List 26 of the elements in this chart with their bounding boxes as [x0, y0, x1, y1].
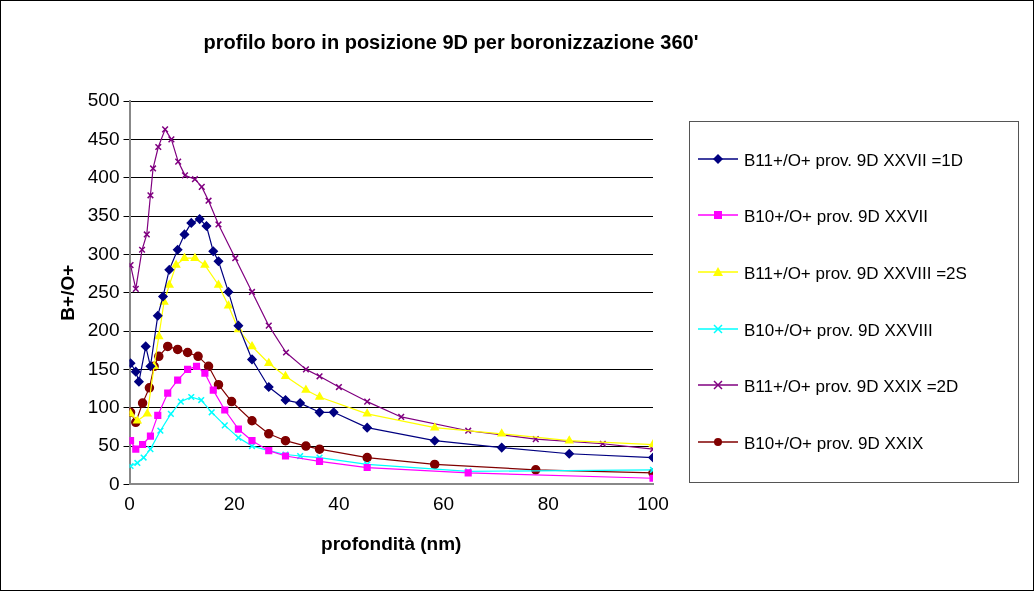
- x-tick-label: 20: [223, 493, 245, 515]
- x-tick-label: 60: [433, 493, 455, 515]
- x-tick-label: 80: [537, 493, 559, 515]
- y-tick-label: 450: [87, 127, 120, 149]
- y-tick-label: 400: [87, 165, 120, 187]
- y-tick-label: 150: [87, 357, 120, 379]
- y-tick-label: 300: [87, 242, 120, 264]
- legend-label: B10+/O+ prov. 9D XXVII: [744, 206, 929, 228]
- y-tick-label: 100: [87, 395, 120, 417]
- y-tick-label: 500: [87, 89, 120, 111]
- x-tick-label: 40: [328, 493, 350, 515]
- y-tick-label: 350: [87, 204, 120, 226]
- x-tick-label: 0: [124, 493, 135, 515]
- legend-label: B11+/O+ prov. 9D XXVII =1D: [744, 149, 965, 171]
- x-axis-title: profondità (nm): [321, 532, 462, 554]
- legend-label: B10+/O+ prov. 9D XXVIII: [744, 319, 934, 341]
- y-tick-label: 0: [108, 472, 120, 494]
- x-tick-label: 100: [637, 493, 669, 515]
- legend-label: B11+/O+ prov. 9D XXIX =2D: [744, 376, 960, 398]
- legend-label: B10+/O+ prov. 9D XXIX: [744, 433, 925, 455]
- chart-title: profilo boro in posizione 9D per boronizzazione 360': [202, 31, 700, 54]
- y-tick-label: 250: [87, 280, 120, 302]
- y-tick-label: 200: [87, 319, 120, 341]
- legend-label: B11+/O+ prov. 9D XXVIII =2S: [744, 263, 968, 285]
- y-axis-title: B+/O+: [56, 264, 78, 321]
- y-tick-label: 50: [98, 434, 120, 456]
